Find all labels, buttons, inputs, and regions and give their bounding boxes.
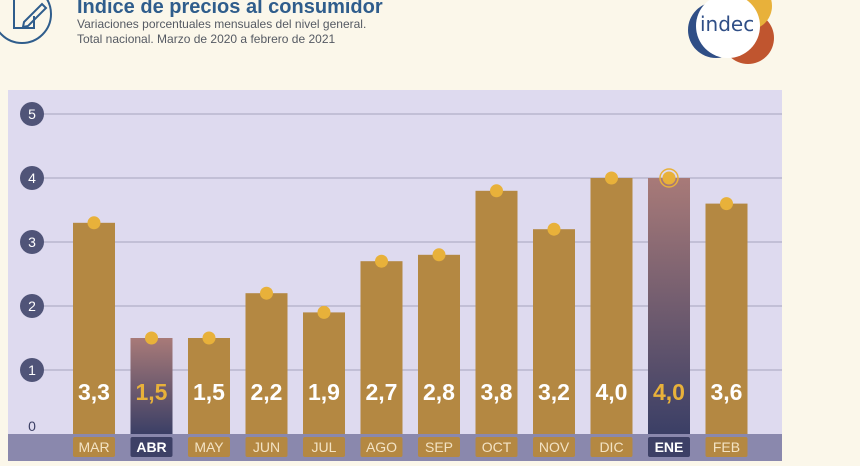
y-tick-label: 5 xyxy=(28,106,36,122)
x-tick-label-abr: ABR xyxy=(136,439,166,455)
page-subtitle: Variaciones porcentuales mensuales del n… xyxy=(77,17,366,47)
data-point xyxy=(547,222,561,236)
x-tick-label-jul: JUL xyxy=(312,439,337,455)
x-label-tab xyxy=(705,437,748,457)
data-point xyxy=(145,331,158,345)
data-point-ring xyxy=(659,168,679,188)
x-tick-label-mar: MAR xyxy=(78,439,109,455)
data-point xyxy=(720,197,733,211)
y-tick-marker xyxy=(20,358,44,382)
bar-ene xyxy=(648,178,690,434)
value-label: 4,0 xyxy=(596,379,628,405)
y-tick-label: 3 xyxy=(28,234,36,250)
y-tick-label: 2 xyxy=(28,298,36,314)
x-label-tab xyxy=(73,437,115,457)
x-tick-label-oct: OCT xyxy=(482,439,512,455)
data-point xyxy=(662,171,676,185)
y-tick-label: 0 xyxy=(28,418,36,434)
x-label-tab xyxy=(303,437,345,457)
x-tick-label-sep: SEP xyxy=(425,439,453,455)
bar-ago xyxy=(360,261,403,434)
x-label-tab xyxy=(130,437,173,457)
y-axis: 0 1 2 3 4 5 xyxy=(20,102,44,434)
value-label: 1,5 xyxy=(193,379,225,405)
bar-chart: 0 1 2 3 4 5 3,3 MAR 1,5 ABR 1,5 MAY 2,2 JUN 1,9 JUL 2,7… xyxy=(8,90,782,461)
value-label: 3,2 xyxy=(538,379,570,405)
indec-logo xyxy=(688,0,774,64)
logo-text: indec xyxy=(700,12,755,36)
x-tick-label-dic: DIC xyxy=(599,439,623,455)
x-tick-label-jun: JUN xyxy=(253,439,280,455)
bar-sep xyxy=(418,254,460,434)
bar-mar xyxy=(73,222,115,434)
value-label: 4,0 xyxy=(653,379,685,405)
x-label-tab xyxy=(188,437,230,457)
data-point xyxy=(375,254,388,268)
data-point xyxy=(432,248,446,262)
x-tick-label-nov: NOV xyxy=(539,439,570,455)
bar-abr xyxy=(130,338,173,434)
x-label-tab xyxy=(245,437,288,457)
value-label: 3,6 xyxy=(711,379,743,405)
x-tick-label-may: MAY xyxy=(194,439,224,455)
bar-may xyxy=(188,338,230,434)
bar-dic xyxy=(590,178,633,434)
value-label: 3,8 xyxy=(481,379,513,405)
page-title: Indice de precios al consumidor xyxy=(77,0,383,18)
x-tick-label-feb: FEB xyxy=(713,439,740,455)
x-label-tab xyxy=(475,437,518,457)
x-tick-label-ene: ENE xyxy=(655,439,684,455)
x-tick-label-ago: AGO xyxy=(366,439,397,455)
data-point xyxy=(490,184,503,198)
y-tick-label: 1 xyxy=(28,362,36,378)
value-label: 2,2 xyxy=(251,379,283,405)
header: Indice de precios al consumidor Variacio… xyxy=(0,0,860,86)
bars: 3,3 MAR 1,5 ABR 1,5 MAY 2,2 JUN 1,9 JUL 2,7 AGO 2,8 S… xyxy=(73,168,748,457)
bar-nov xyxy=(533,229,575,434)
bar-oct xyxy=(475,190,518,434)
data-point xyxy=(605,171,618,185)
value-label: 3,3 xyxy=(78,379,110,405)
y-tick-marker xyxy=(20,230,44,254)
y-tick-marker xyxy=(20,166,44,190)
document-edit-icon xyxy=(0,0,52,44)
y-tick-label: 4 xyxy=(28,170,36,186)
y-tick-marker xyxy=(20,102,44,126)
value-label: 2,7 xyxy=(366,379,398,405)
y-tick-marker xyxy=(20,294,44,318)
bar-feb xyxy=(705,203,748,434)
x-label-tab xyxy=(418,437,460,457)
bar-jul xyxy=(303,312,345,434)
x-label-tab xyxy=(590,437,633,457)
data-point xyxy=(87,216,101,230)
data-point xyxy=(202,331,216,345)
subtitle-line-2: Total nacional. Marzo de 2020 a febrero … xyxy=(77,32,336,46)
x-label-tab xyxy=(533,437,575,457)
value-label: 1,5 xyxy=(136,379,168,405)
data-point xyxy=(317,305,331,319)
value-label: 2,8 xyxy=(423,379,455,405)
data-point xyxy=(260,286,273,300)
subtitle-line-1: Variaciones porcentuales mensuales del n… xyxy=(77,17,367,31)
x-label-tab xyxy=(360,437,403,457)
value-label: 1,9 xyxy=(308,379,340,405)
x-label-tab xyxy=(648,437,690,457)
bar-jun xyxy=(245,293,288,434)
chart-container: 0 1 2 3 4 5 3,3 MAR 1,5 ABR 1,5 MAY 2,2 JUN 1,9 JUL 2,7… xyxy=(8,90,782,461)
